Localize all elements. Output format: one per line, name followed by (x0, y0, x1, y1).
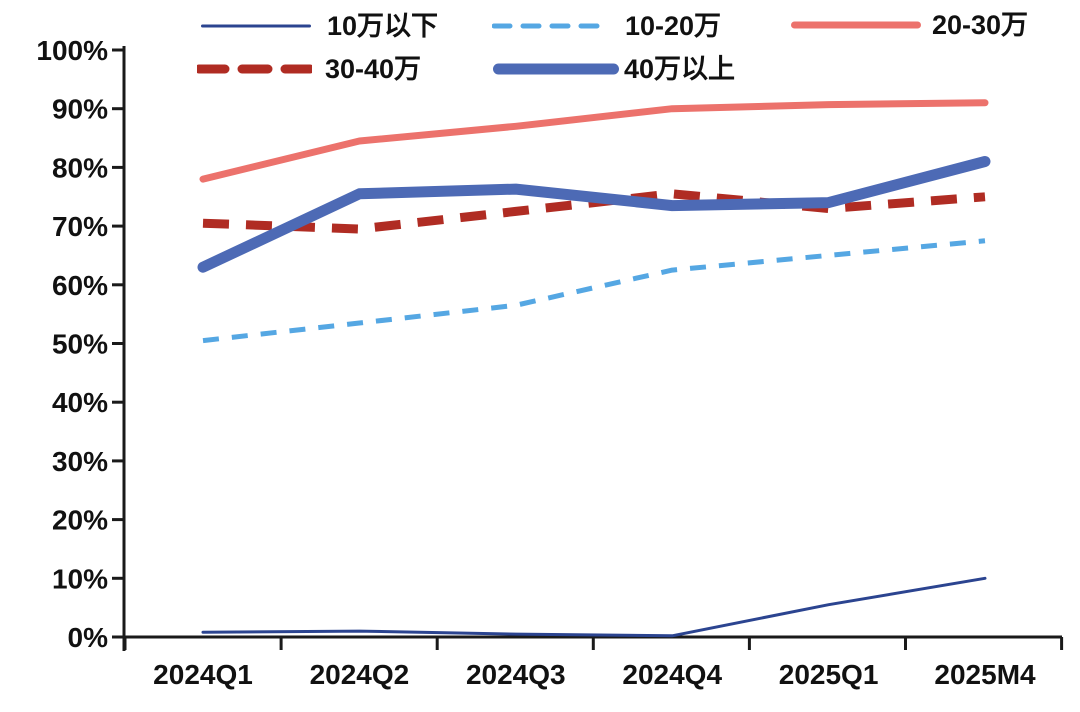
legend-swatch-300-400k (197, 64, 312, 74)
legend-item-300-400k: 30-40万 (197, 55, 421, 83)
y-tick-label: 40% (52, 387, 108, 418)
legend-item-over-400k: 40万以上 (492, 55, 735, 83)
legend: 10万以下 10-20万 20-30万 30-40万 40万以上 (0, 0, 1080, 100)
x-tick-label: 2025M4 (934, 659, 1036, 690)
y-tick-label: 30% (52, 446, 108, 477)
y-tick-label: 80% (52, 152, 108, 183)
legend-label: 20-30万 (932, 10, 1029, 40)
y-tick-label: 90% (52, 94, 108, 125)
legend-swatch-under-100k (201, 24, 311, 28)
x-tick-label: 2024Q2 (310, 659, 410, 690)
series-line-over-400k (197, 156, 991, 273)
legend-item-100-200k: 10-20万 (492, 12, 721, 40)
legend-item-under-100k: 10万以下 (200, 12, 438, 40)
x-tick-label: 2024Q3 (466, 659, 566, 690)
y-tick-label: 50% (52, 329, 108, 360)
legend-label: 10-20万 (625, 11, 722, 41)
y-tick-label: 10% (52, 563, 108, 594)
y-tick-label: 20% (52, 505, 108, 536)
legend-swatch-100-200k (492, 23, 610, 29)
x-tick-label: 2024Q1 (153, 659, 253, 690)
series-line-200-300k (199, 99, 989, 183)
legend-label: 30-40万 (325, 54, 422, 84)
legend-item-200-300k: 20-30万 (790, 11, 1028, 39)
legend-swatch-200-300k (791, 21, 921, 29)
y-tick-label: 60% (52, 270, 108, 301)
y-tick-label: 70% (52, 211, 108, 242)
y-tick-label: 100% (36, 35, 108, 66)
legend-swatch-over-400k (493, 63, 619, 75)
series-line-100-200k (202, 238, 986, 344)
legend-label: 40万以上 (624, 54, 736, 84)
series-line-under-100k (201, 576, 987, 638)
x-tick-label: 2024Q4 (622, 659, 722, 690)
x-tick-label: 2025Q1 (779, 659, 879, 690)
legend-label: 10万以下 (327, 11, 439, 41)
y-tick-label: 0% (68, 622, 109, 653)
